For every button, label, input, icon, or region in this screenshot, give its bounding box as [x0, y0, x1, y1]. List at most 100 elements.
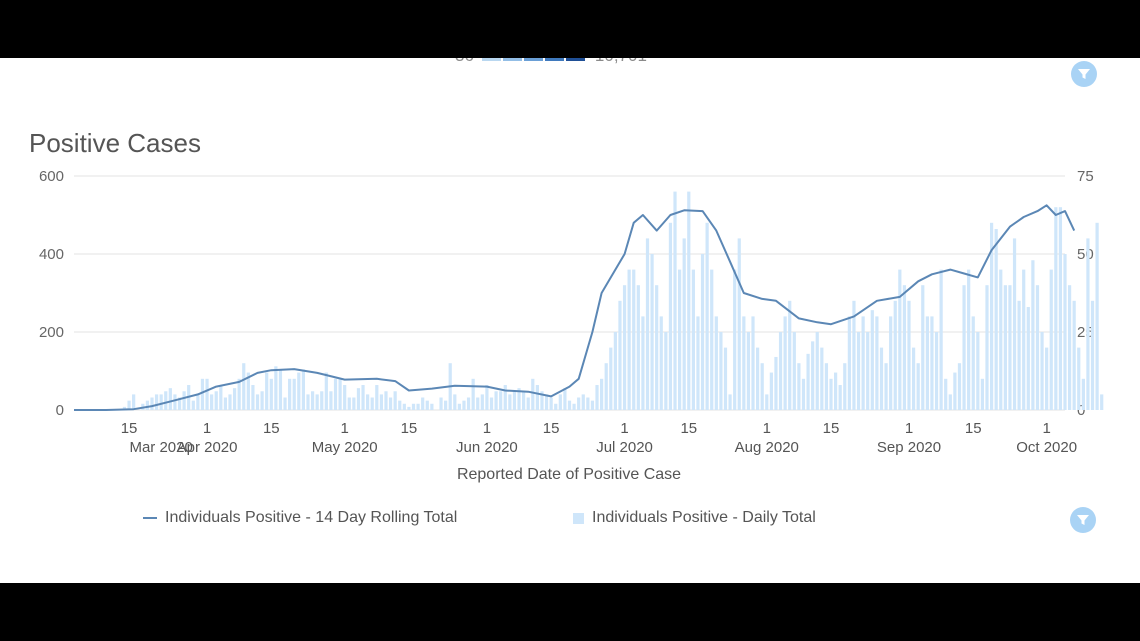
- daily-total-bar: [237, 378, 241, 410]
- daily-total-bar: [1008, 285, 1012, 410]
- daily-total-bar: [609, 347, 613, 410]
- daily-total-bar: [315, 394, 319, 410]
- rolling-total-line: [74, 204, 1076, 411]
- y-tick-left-label: 600: [39, 168, 64, 185]
- daily-total-bar: [999, 269, 1003, 410]
- y-tick-left-label: 200: [39, 324, 64, 341]
- daily-total-bar: [1012, 238, 1017, 410]
- x-tick-day-label: 15: [543, 420, 560, 437]
- daily-total-bar: [370, 397, 374, 410]
- daily-total-bar: [893, 300, 897, 410]
- legend-item-daily-total[interactable]: Individuals Positive - Daily Total: [573, 509, 816, 527]
- daily-total-bar: [471, 378, 475, 410]
- color-scale-legend: 36 10,701: [455, 58, 647, 66]
- daily-total-bar: [214, 391, 218, 410]
- daily-total-bar: [921, 285, 925, 410]
- x-tick-day-label: 15: [121, 420, 138, 437]
- daily-total-bar: [232, 388, 237, 410]
- color-scale-min-label: 36: [455, 58, 474, 66]
- daily-total-bar: [265, 372, 269, 410]
- daily-total-bar: [1063, 254, 1067, 410]
- daily-total-bar: [751, 316, 755, 410]
- daily-total-bar: [682, 238, 686, 410]
- daily-total-bar: [1067, 285, 1072, 410]
- daily-total-bar: [820, 347, 824, 410]
- daily-total-bar: [159, 394, 163, 410]
- daily-total-bar: [668, 222, 673, 410]
- daily-total-bar: [930, 316, 934, 410]
- daily-total-bar: [324, 372, 328, 410]
- daily-total-bar: [907, 300, 911, 410]
- daily-total-bar: [687, 191, 691, 410]
- daily-total-bar: [769, 372, 773, 410]
- chart-panel: 36 10,701 Positive Cases 020040060002550…: [0, 58, 1140, 583]
- daily-total-bar: [398, 400, 402, 410]
- legend-bar-swatch: [573, 512, 584, 524]
- daily-total-bar: [723, 347, 728, 410]
- daily-total-bar: [356, 388, 361, 410]
- daily-total-bar: [379, 394, 383, 410]
- x-tick-day-label: 15: [680, 420, 697, 437]
- daily-total-bar: [1040, 332, 1044, 410]
- daily-total-bar: [742, 316, 746, 410]
- daily-total-bar: [632, 269, 636, 410]
- x-tick-month-label: Aug 2020: [735, 439, 799, 456]
- x-axis-title: Reported Date of Positive Case: [457, 466, 681, 483]
- daily-total-bar: [425, 400, 429, 410]
- daily-total-bar: [636, 285, 640, 410]
- x-tick-month-label: May 2020: [312, 439, 378, 456]
- daily-total-bar: [526, 397, 530, 410]
- daily-total-bar: [210, 394, 214, 410]
- daily-total-bar: [177, 397, 182, 410]
- daily-total-bar: [645, 238, 650, 410]
- daily-total-bar: [856, 332, 861, 410]
- daily-total-bar: [944, 378, 948, 410]
- color-scale-swatch: [523, 58, 543, 61]
- daily-total-bar: [756, 347, 760, 410]
- daily-total-bar: [627, 269, 631, 410]
- daily-total-bar: [838, 385, 842, 410]
- daily-total-bar: [512, 391, 517, 410]
- daily-total-bar: [567, 400, 572, 410]
- daily-total-bar: [834, 372, 838, 410]
- x-tick-day-label: 1: [905, 420, 913, 437]
- x-tick-month-label: Sep 2020: [877, 439, 941, 456]
- daily-total-bar: [535, 385, 539, 410]
- daily-total-bar: [196, 394, 200, 410]
- daily-total-bar: [132, 394, 136, 410]
- daily-total-bar: [1095, 222, 1099, 410]
- y-tick-right-label: 75: [1077, 168, 1094, 185]
- daily-total-bar: [1045, 347, 1049, 410]
- daily-total-bar: [494, 391, 498, 410]
- daily-total-bar: [411, 403, 416, 410]
- legend-item-rolling-total[interactable]: Individuals Positive - 14 Day Rolling To…: [143, 509, 457, 527]
- daily-total-bar: [242, 363, 246, 410]
- filter-icon: [1078, 69, 1090, 79]
- daily-total-bar: [228, 394, 232, 410]
- daily-total-bar: [154, 394, 159, 410]
- daily-total-bar: [824, 363, 829, 410]
- daily-total-bar: [889, 316, 893, 410]
- daily-total-bar: [260, 391, 264, 410]
- daily-total-bar: [925, 316, 929, 410]
- daily-total-bar: [1058, 207, 1063, 410]
- y-tick-left-label: 400: [39, 246, 64, 263]
- y-tick-right-label: 50: [1077, 246, 1094, 263]
- chart-legend: Individuals Positive - 14 Day Rolling To…: [0, 509, 1140, 533]
- x-tick-day-label: 1: [1042, 420, 1050, 437]
- daily-total-bar: [1090, 300, 1095, 410]
- filter-button-top[interactable]: [1071, 61, 1097, 87]
- daily-total-bar: [407, 406, 411, 410]
- daily-total-bar: [347, 397, 351, 410]
- daily-total-bar: [861, 316, 865, 410]
- daily-total-bar: [480, 394, 484, 410]
- legend-line-swatch: [143, 517, 157, 519]
- daily-total-bar: [989, 222, 994, 410]
- daily-total-bar: [847, 316, 851, 410]
- daily-total-bar: [200, 378, 205, 410]
- x-tick-day-label: 1: [620, 420, 628, 437]
- filter-button-bottom[interactable]: [1070, 507, 1096, 533]
- daily-total-bar: [1031, 260, 1035, 410]
- daily-total-bar: [1054, 207, 1058, 410]
- daily-total-bar: [416, 403, 420, 410]
